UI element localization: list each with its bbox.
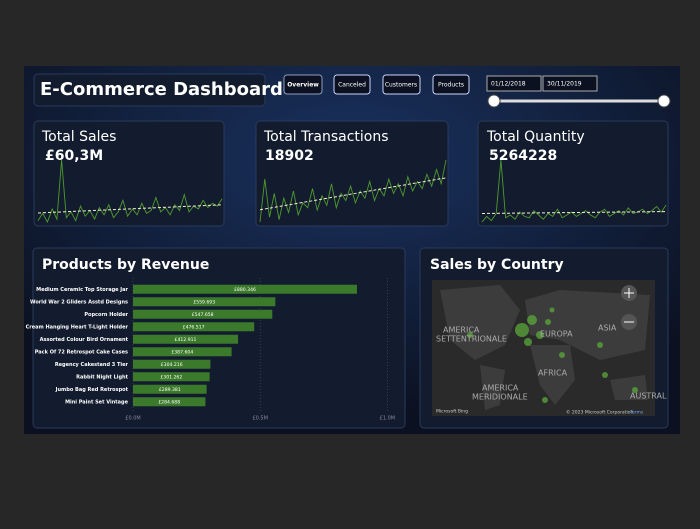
bar — [133, 397, 206, 407]
value-label: £301.262 — [160, 374, 182, 380]
sparkline — [481, 159, 667, 223]
tab-label[interactable]: Products — [438, 82, 464, 89]
slider-handle[interactable] — [657, 94, 671, 108]
bar — [133, 372, 210, 382]
value-label: £476.517 — [183, 324, 205, 330]
value-label: £284.688 — [158, 399, 180, 405]
continent — [525, 290, 650, 360]
kpi-value: 5264228 — [489, 148, 557, 164]
map-label: AMERICA — [443, 326, 480, 335]
map-label: EUROPA — [540, 330, 573, 339]
tab[interactable] — [432, 74, 470, 95]
value-label: £547.658 — [192, 312, 214, 318]
y-tick-label: Pack Of 72 Retrospot Cake Cases — [35, 349, 128, 355]
date-start: 01/12/2018 — [491, 81, 526, 88]
tab[interactable] — [333, 74, 371, 95]
trend-line — [259, 177, 447, 211]
bar — [133, 347, 232, 357]
bar — [133, 309, 273, 319]
y-tick-label: Regency Cakestand 3 Tier — [55, 362, 129, 368]
value-label: £387.604 — [171, 349, 193, 355]
continent — [610, 375, 648, 400]
y-tick-label: Rabbit Night Light — [76, 374, 128, 380]
map-title: Sales by Country — [430, 257, 564, 273]
tab[interactable] — [283, 74, 323, 95]
chart-title: Products by Revenue — [42, 257, 209, 273]
kpi-card — [33, 120, 225, 227]
y-tick-label: Cream Hanging Heart T-Light Holder — [26, 324, 129, 330]
continent — [480, 365, 505, 410]
map-bubbles — [467, 307, 638, 403]
x-tick-label: £0.5M — [252, 416, 267, 422]
tabs: Overview Canceled Customers Products — [283, 74, 470, 95]
slider-handle[interactable] — [487, 94, 501, 108]
bar — [133, 297, 276, 307]
map-copyright: © 2023 Microsoft Corporation — [566, 409, 633, 416]
map-label: AUSTRAL — [630, 392, 667, 401]
value-label: £412.911 — [175, 337, 197, 343]
date-input[interactable] — [486, 75, 542, 92]
map-label: AFRICA — [538, 369, 568, 378]
title-box — [33, 73, 266, 107]
tab-label[interactable]: Canceled — [338, 82, 366, 89]
map-terms[interactable]: Terms — [629, 410, 644, 416]
value-label: £289.381 — [159, 387, 181, 393]
value-label: £304.216 — [161, 362, 183, 368]
y-tick-label: Medium Ceramic Top Storage Jar — [36, 287, 128, 293]
kpi-value: £60,3M — [45, 148, 103, 164]
bar — [133, 284, 357, 294]
map-label: AMERICA — [482, 384, 519, 393]
date-end: 30/11/2019 — [547, 81, 582, 88]
kpi-label: Total Sales — [41, 129, 116, 145]
trend-line — [481, 211, 667, 214]
map-label: ASIA — [598, 324, 617, 333]
kpi-card — [477, 120, 669, 227]
continent — [440, 285, 520, 360]
trend-line — [37, 204, 223, 214]
y-tick-label: Mini Paint Set Vintage — [65, 399, 129, 405]
y-tick-label: Assorted Colour Bird Ornament — [40, 337, 129, 343]
tab-label[interactable]: Overview — [287, 82, 319, 89]
sparkline — [37, 159, 223, 224]
bar — [133, 334, 239, 344]
x-tick-label: £0.0M — [125, 416, 140, 422]
continent — [530, 345, 575, 405]
value-label: £559.693 — [193, 299, 215, 305]
bar — [133, 384, 207, 394]
y-tick-label: Jumbo Bag Red Retrospot — [55, 387, 129, 393]
bar — [133, 322, 255, 332]
kpi-card — [255, 120, 449, 227]
y-tick-label: World War 2 Gliders Asstd Designs — [30, 299, 128, 305]
map: AMERICA SETTENTRIONALE EUROPA ASIA AFRIC… — [432, 280, 667, 416]
kpi-label: Total Quantity — [486, 129, 585, 145]
zoom-in-icon — [624, 288, 634, 298]
tab[interactable] — [382, 74, 421, 95]
kpi-label: Total Transactions — [263, 129, 389, 145]
y-tick-label: Popcorn Holder — [84, 312, 128, 318]
x-tick-label: £1.0M — [380, 416, 395, 422]
date-input[interactable] — [542, 75, 598, 92]
value-label: £880.346 — [234, 287, 256, 293]
sparkline — [259, 159, 447, 223]
map-label: MERIDIONALE — [472, 393, 528, 402]
bar — [133, 359, 211, 369]
kpi-value: 18902 — [265, 148, 314, 164]
tab-label[interactable]: Customers — [385, 82, 417, 89]
title: E-Commerce Dashboard — [40, 79, 283, 100]
map-label: SETTENTRIONALE — [436, 335, 507, 344]
map-provider: Microsoft Bing — [436, 409, 468, 415]
